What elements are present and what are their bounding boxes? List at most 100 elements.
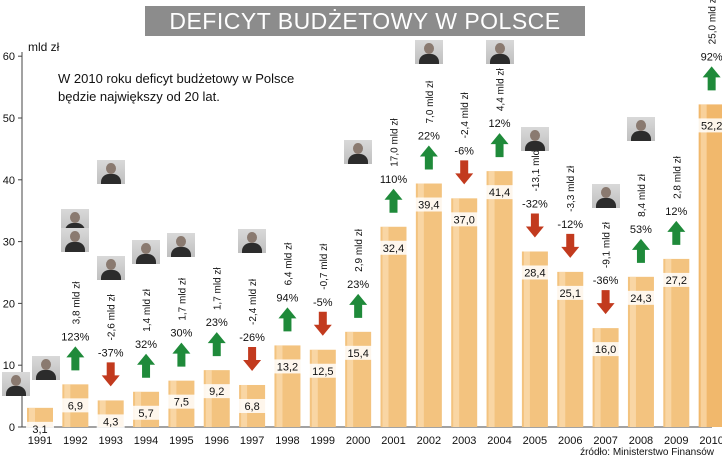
portrait-head [494,43,505,54]
change-percent-label: -37% [98,347,124,359]
portrait-head [247,231,258,243]
value-label: 41,4 [489,187,510,199]
portrait-photo [591,184,620,209]
portrait-suit [171,246,192,257]
portrait-head [600,187,611,199]
bar-highlight [276,345,283,427]
portrait-head [141,242,152,254]
up-arrow-icon [207,332,226,357]
change-percent-label: 23% [206,317,228,329]
portrait-suit [348,153,369,164]
value-label-bg [96,414,125,429]
portrait-photo [414,40,443,64]
portrait-head [176,235,187,247]
portrait-photo [167,232,196,257]
x-tick-label: 1991 [28,435,52,447]
bar-highlight [488,171,495,427]
portrait-head [423,43,434,54]
value-label: 52,2 [701,120,722,132]
bar-highlight [311,349,318,427]
chart-annotation: W 2010 roku deficyt budżetowy w Polsce b… [58,71,295,104]
up-arrow-icon [278,307,297,332]
portrait-photo [61,228,90,253]
value-label-bg [132,405,161,420]
change-amount-label: 2,9 mld zł [354,228,365,272]
change-amount-label: -9,1 mld zł [602,221,613,268]
portrait-photo [485,40,514,64]
y-axis-label: mld zł [28,40,60,54]
value-label: 15,4 [347,348,368,360]
value-label: 4,3 [103,416,118,428]
portrait-suit [6,386,26,396]
change-percent-label: 22% [418,131,440,143]
portrait-suit [595,198,616,209]
up-arrow-icon [631,238,650,263]
bar-highlight [29,407,35,427]
down-arrow-icon [596,290,615,315]
down-arrow-icon [243,346,262,371]
portrait-suit [136,253,157,264]
down-arrow-icon [525,213,544,238]
y-tick-label: 30 [3,237,15,249]
value-label-bg [202,384,231,399]
portrait-suit [242,242,263,253]
change-percent-label: -32% [522,198,548,210]
portrait-suit [36,370,56,380]
bar-highlight [523,251,530,427]
value-label: 39,4 [418,200,439,212]
source-note: źródło: Ministerstwo Finansów [580,447,714,458]
change-percent-label: -36% [593,275,619,287]
change-amount-label: 2,8 mld zł [672,155,683,199]
up-arrow-icon [137,353,156,378]
bar-highlight [347,331,354,427]
portrait-photo [520,127,549,152]
bar-highlight [594,328,601,427]
value-label: 16,0 [595,344,616,356]
value-label: 27,2 [666,275,687,287]
change-amount-label: 1,7 mld zł [177,277,188,321]
portrait-head [529,130,540,142]
bar-highlight [629,276,636,427]
change-percent-label: -12% [557,219,583,231]
x-tick-label: 2007 [593,435,617,447]
change-percent-label: 32% [135,339,157,351]
up-arrow-icon [384,188,403,213]
change-amount-label: -2,4 mld zł [460,91,471,138]
change-amount-label: -3,3 mld zł [566,165,577,212]
change-percent-label: 92% [701,51,722,63]
value-label-bg [308,363,337,378]
change-percent-label: -6% [454,145,474,157]
bar-highlight [99,400,106,427]
x-tick-label: 2000 [346,435,370,447]
change-amount-label: 25,0 mld zł [708,0,719,44]
value-label: 6,8 [244,401,259,413]
change-amount-label: 4,4 mld zł [496,68,507,112]
value-label-bg [556,285,585,300]
up-arrow-icon [349,293,368,318]
x-tick-label: 1995 [169,435,193,447]
up-arrow-icon [66,346,85,371]
x-tick-label: 2004 [487,435,511,447]
change-amount-label: -13,1 mld zł [531,139,542,191]
change-amount-label: 3,8 mld zł [71,281,82,325]
down-arrow-icon [561,233,580,258]
value-label: 6,9 [68,400,83,412]
x-tick-label: 2009 [664,435,688,447]
portrait-head [635,119,646,131]
portrait-head [41,359,51,370]
portrait-suit [489,54,510,64]
portrait-photo [96,256,125,281]
up-arrow-icon [172,342,191,367]
value-label: 32,4 [383,243,404,255]
value-label-bg [273,359,302,374]
value-label-bg [26,421,54,436]
y-tick-label: 0 [9,422,15,434]
portrait-head [105,259,116,271]
value-label-bg [414,197,443,212]
value-label-bg [520,265,549,280]
value-label: 37,0 [453,214,474,226]
value-label-bg [450,212,479,227]
portrait-head [11,375,21,386]
value-label: 25,1 [560,288,581,300]
value-label: 3,1 [32,424,47,436]
